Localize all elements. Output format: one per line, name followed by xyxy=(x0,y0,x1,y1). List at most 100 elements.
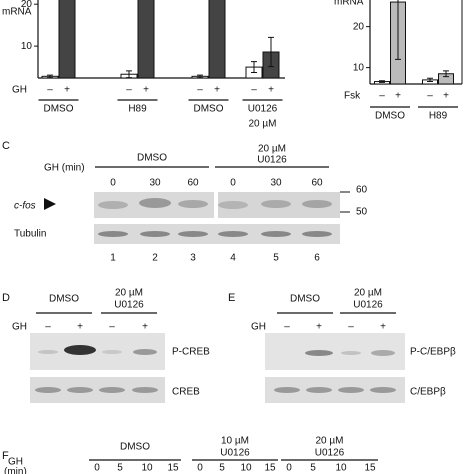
panel-letter: F xyxy=(2,450,9,462)
group-label: H89 xyxy=(429,111,448,122)
time: 5 xyxy=(219,463,225,474)
label: DMSO xyxy=(137,153,167,164)
blot-label: C/EBPβ xyxy=(410,387,446,398)
sign: – xyxy=(348,322,354,333)
error-bar xyxy=(395,0,401,60)
bar xyxy=(58,0,76,78)
error-bar xyxy=(197,74,203,78)
time: 0 xyxy=(286,463,292,474)
panel-letter: E xyxy=(228,292,235,304)
sign: – xyxy=(126,85,132,96)
time: 0 xyxy=(110,178,116,189)
sign: + xyxy=(316,322,322,333)
time: 15 xyxy=(364,463,376,474)
lane-number: 2 xyxy=(152,253,158,264)
label: U0126 xyxy=(315,448,345,459)
time-label: GH (min) xyxy=(44,163,85,174)
label: 10 µM xyxy=(221,436,249,447)
error-bar xyxy=(268,36,274,68)
sign: – xyxy=(45,322,51,333)
dose-label: 20 µM xyxy=(249,119,277,130)
treatment-label: Fsk xyxy=(344,91,361,102)
lane-number: 6 xyxy=(314,253,320,264)
bars xyxy=(41,0,280,78)
sign: – xyxy=(251,85,257,96)
time: 10 xyxy=(240,463,252,474)
sign: + xyxy=(77,322,83,333)
label: U0126 xyxy=(257,155,287,166)
blot-label: P-C/EBPβ xyxy=(410,347,456,358)
group-label: DMSO xyxy=(194,104,224,115)
sign: – xyxy=(47,85,53,96)
group-label: U0126 xyxy=(248,104,278,115)
label: U0126 xyxy=(353,300,383,311)
treatment-label: GH xyxy=(251,322,266,333)
error-bar xyxy=(427,77,433,83)
sign: + xyxy=(64,85,70,96)
gene-label: c-fos xyxy=(14,201,36,212)
treatment-label: GH xyxy=(12,322,27,333)
bar xyxy=(137,0,155,78)
y-tick-label: 10 xyxy=(21,41,33,52)
blot-label: CREB xyxy=(172,387,200,398)
label: DMSO xyxy=(120,442,150,453)
blot-label: P-CREB xyxy=(172,347,210,358)
time: 15 xyxy=(264,463,276,474)
sign: – xyxy=(379,91,385,102)
panel-letter: C xyxy=(2,140,10,152)
lane-number: 3 xyxy=(190,253,196,264)
sign: – xyxy=(427,91,433,102)
time: 5 xyxy=(310,463,316,474)
time-label: (min) xyxy=(4,467,27,474)
time: 60 xyxy=(187,178,199,189)
time: 30 xyxy=(149,178,161,189)
time: 10 xyxy=(335,463,347,474)
blots xyxy=(30,191,405,403)
y-tick-label: 20 xyxy=(21,0,33,10)
group-label: DMSO xyxy=(375,111,405,122)
label: DMSO xyxy=(290,294,320,305)
lane-number: 1 xyxy=(110,253,116,264)
label: DMSO xyxy=(49,294,79,305)
time: 0 xyxy=(197,463,203,474)
group-label: DMSO xyxy=(44,104,74,115)
time: 30 xyxy=(270,178,282,189)
marker: 60 xyxy=(356,185,368,196)
treatment-label: GH xyxy=(12,85,27,96)
sign: + xyxy=(143,85,149,96)
error-bar xyxy=(251,61,257,74)
label: 20 µM xyxy=(316,436,344,447)
time: 10 xyxy=(141,463,153,474)
sign: + xyxy=(395,91,401,102)
bars xyxy=(374,0,454,84)
time: 5 xyxy=(117,463,123,474)
time: 15 xyxy=(167,463,179,474)
error-bar xyxy=(126,70,132,78)
sign: + xyxy=(142,322,148,333)
label: 20 µM xyxy=(258,144,286,155)
axis-label: mRNA xyxy=(2,7,32,18)
label: U0126 xyxy=(220,448,250,459)
axis-label: mRNA xyxy=(334,0,364,8)
bar xyxy=(208,0,226,78)
time: 0 xyxy=(94,463,100,474)
panel-letter: D xyxy=(2,292,10,304)
lane-number: 5 xyxy=(273,253,279,264)
label: U0126 xyxy=(114,300,144,311)
sign: + xyxy=(268,85,274,96)
sign: – xyxy=(284,322,290,333)
lane-number: 4 xyxy=(230,253,236,264)
label: 20 µM xyxy=(115,288,143,299)
error-bar xyxy=(47,74,53,78)
sign: + xyxy=(380,322,386,333)
sign: + xyxy=(214,85,220,96)
error-bar xyxy=(443,70,449,78)
y-tick-label: 10 xyxy=(353,62,365,73)
sign: – xyxy=(109,322,115,333)
time: 0 xyxy=(230,178,236,189)
marker: 50 xyxy=(356,207,368,218)
label: 20 µM xyxy=(354,288,382,299)
time: 60 xyxy=(311,178,323,189)
